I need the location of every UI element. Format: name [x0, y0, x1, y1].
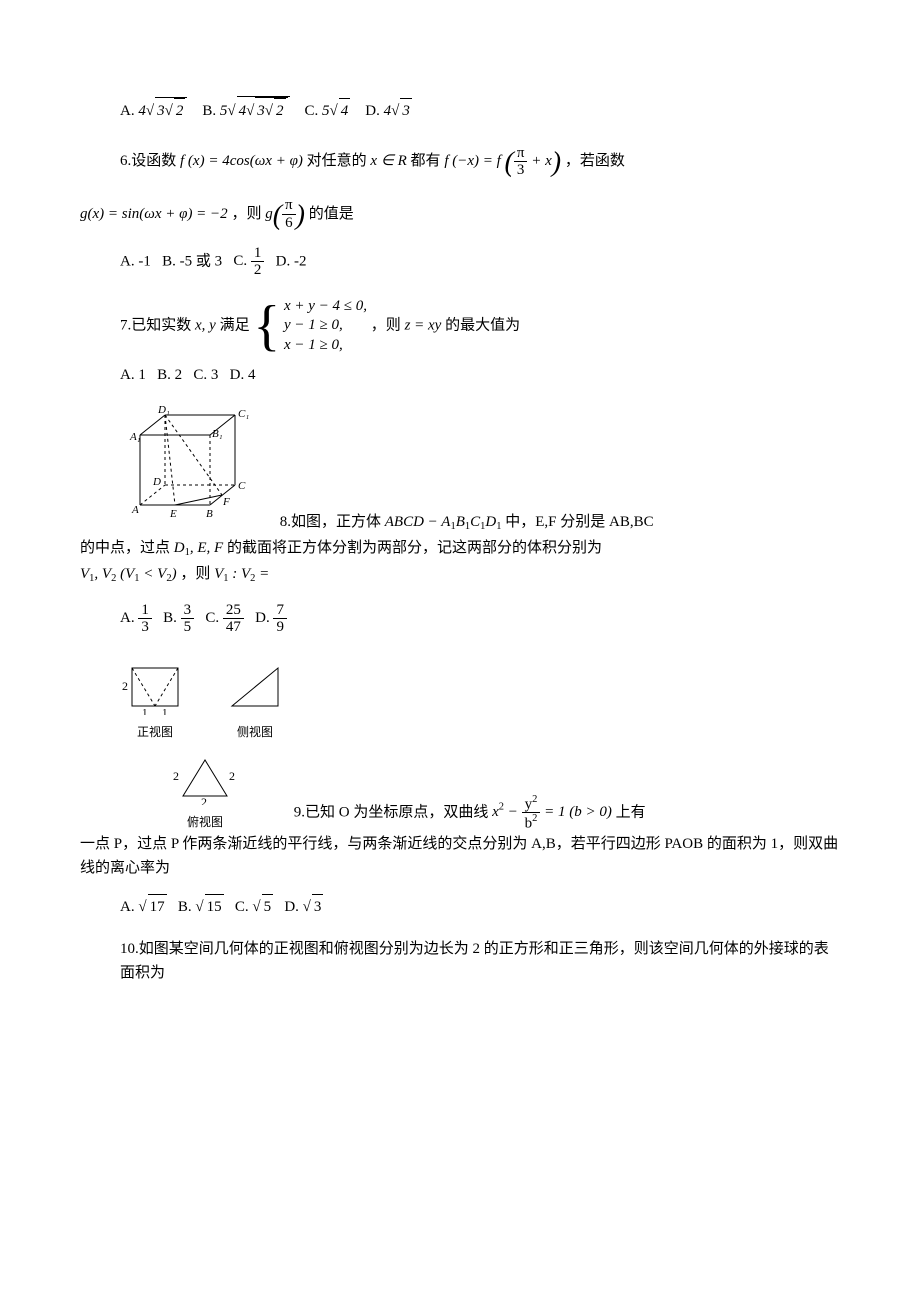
q9-C: C. √5 — [235, 899, 273, 915]
q5-optB: 5√4√3√2 — [220, 103, 290, 119]
q10-stem: 10.如图某空间几何体的正视图和俯视图分别为边长为 2 的正方形和正三角形，则该… — [120, 937, 840, 985]
front-view: 2 1 1 正视图 — [120, 660, 190, 742]
q8-ratio: V1 : V2 = — [214, 566, 269, 582]
q8-block: A₁ B₁ C₁ D₁ A B C D E F 8.如图，正方体 ABCD − … — [120, 405, 840, 536]
q6-options: A. -1 B. -5 或 3 C. 12 D. -2 — [120, 245, 840, 279]
q6-C: C. 12 — [233, 253, 264, 269]
q8-line2: 的中点，过点 D1, E, F 的截面将正方体分割为两部分，记这两部分的体积分别… — [80, 536, 840, 562]
q7-pre: 7.已知实数 — [120, 317, 195, 333]
svg-text:D: D — [152, 476, 161, 488]
q9-stem2: 上有 — [616, 804, 646, 820]
q7-c2: y − 1 ≥ 0, — [284, 316, 367, 336]
q7-A: A. 1 — [120, 367, 146, 383]
q6-pre: 6.设函数 — [120, 153, 180, 169]
q6-forall: x ∈ R — [370, 153, 406, 169]
q5-optA-label: A. — [120, 103, 138, 119]
q6-mid2: 都有 — [411, 153, 445, 169]
svg-text:E: E — [169, 508, 177, 520]
q7-C: C. 3 — [193, 367, 218, 383]
q7-z: z = xy — [405, 317, 442, 333]
top-view: 2 2 2 俯视图 — [120, 750, 290, 832]
q7-options: A. 1 B. 2 C. 3 D. 4 — [120, 363, 840, 387]
q9-hyperbola: x2 − y2b2 = 1 (b > 0) — [492, 804, 612, 820]
q8-l2a: 的中点，过点 — [80, 540, 174, 556]
q6-A: A. -1 — [120, 253, 151, 269]
q6-stem-line2: g(x) = sin(ωx + φ) = −2 ，则 g(π6) 的值是 — [80, 194, 840, 239]
svg-text:F: F — [222, 496, 230, 508]
q8-stem1: 8.如图，正方体 — [280, 514, 385, 530]
q8-line3: V1, V2 (V1 < V2) ，则 V1 : V2 = — [80, 562, 840, 588]
svg-text:1: 1 — [162, 707, 168, 715]
q6-gπ6: g(π6) — [265, 206, 305, 222]
q7-end: 的最大值为 — [445, 317, 520, 333]
side-view: 侧视图 — [220, 660, 290, 742]
cube-diagram: A₁ B₁ C₁ D₁ A B C D E F — [120, 405, 270, 530]
q8-l2b: 的截面将正方体分割为两部分，记这两部分的体积分别为 — [227, 540, 602, 556]
q9-block: 2 1 1 正视图 侧视图 2 2 — [120, 660, 840, 832]
q5-optC-label: C. — [305, 103, 323, 119]
top-view-label: 俯视图 — [120, 813, 290, 832]
q7-vars: x, y — [195, 317, 216, 333]
q7-c1: x + y − 4 ≤ 0, — [284, 297, 367, 317]
side-view-label: 侧视图 — [220, 723, 290, 742]
q7-c3: x − 1 ≥ 0, — [284, 336, 367, 356]
q8-pts: D1, E, F — [174, 540, 223, 556]
q6-sym: f (−x) = f (π3 + x) — [444, 153, 561, 169]
q7-system: { x + y − 4 ≤ 0, y − 1 ≥ 0, x − 1 ≥ 0, — [253, 297, 367, 356]
q7-stem: 7.已知实数 x, y 满足 { x + y − 4 ≤ 0, y − 1 ≥ … — [120, 297, 840, 356]
q6-mid1: 对任意的 — [307, 153, 371, 169]
q5-optB-label: B. — [202, 103, 220, 119]
svg-text:2: 2 — [229, 769, 235, 783]
q6-mid4: ，则 — [231, 206, 265, 222]
q5-optA: 4√3√2 — [138, 103, 187, 119]
svg-text:C₁: C₁ — [238, 408, 249, 420]
q5-optD-label: D. — [365, 103, 383, 119]
q7-mid2: ，则 — [371, 317, 405, 333]
q9-B: B. √15 — [178, 899, 224, 915]
q9-line2: 一点 P，过点 P 作两条渐近线的平行线，与两条渐近线的交点分别为 A,B，若平… — [80, 832, 840, 880]
svg-text:A₁: A₁ — [129, 431, 141, 443]
q8-options: A. 13 B. 35 C. 2547 D. 79 — [120, 602, 840, 636]
svg-text:B: B — [206, 508, 213, 520]
q6-fx: f (x) = 4cos(ωx + φ) — [180, 153, 303, 169]
q8-cube: ABCD − A1B1C1D1 — [385, 514, 502, 530]
q8-C: C. 2547 — [205, 610, 244, 626]
svg-text:2: 2 — [122, 679, 128, 693]
svg-text:2: 2 — [201, 795, 207, 805]
q9-D: D. √3 — [284, 899, 323, 915]
q8-then: ，则 — [180, 566, 214, 582]
q5-optC: 5√4 — [322, 103, 350, 119]
q6-mid3: ，若函数 — [565, 153, 625, 169]
q8-A: A. 13 — [120, 610, 152, 626]
q9-stem1: 9.已知 O 为坐标原点，双曲线 — [294, 804, 492, 820]
q6-B: B. -5 或 3 — [162, 253, 222, 269]
svg-text:D₁: D₁ — [157, 405, 170, 416]
front-view-label: 正视图 — [120, 723, 190, 742]
q9-options: A. √17 B. √15 C. √5 D. √3 — [120, 894, 840, 919]
q6-end: 的值是 — [309, 206, 354, 222]
q6-stem: 6.设函数 f (x) = 4cos(ωx + φ) 对任意的 x ∈ R 都有… — [120, 141, 840, 186]
q5-options: A. 4√3√2 B. 5√4√3√2 C. 5√4 D. 4√3 — [120, 96, 840, 123]
q8-stem2: 中，E,F 分别是 AB,BC — [505, 514, 653, 530]
q7-D: D. 4 — [230, 367, 256, 383]
q9-A: A. √17 — [120, 899, 167, 915]
q8-vols: V1, V2 (V1 < V2) — [80, 566, 177, 582]
q5-optD: 4√3 — [384, 103, 412, 119]
svg-text:2: 2 — [173, 769, 179, 783]
svg-text:A: A — [131, 504, 139, 516]
svg-text:B₁: B₁ — [212, 428, 223, 440]
svg-text:1: 1 — [142, 707, 148, 715]
q6-D: D. -2 — [276, 253, 307, 269]
q8-D: D. 79 — [255, 610, 287, 626]
q8-B: B. 35 — [163, 610, 194, 626]
q7-mid: 满足 — [220, 317, 250, 333]
q7-B: B. 2 — [157, 367, 182, 383]
svg-text:C: C — [238, 480, 246, 492]
q6-gx: g(x) = sin(ωx + φ) = −2 — [80, 206, 228, 222]
